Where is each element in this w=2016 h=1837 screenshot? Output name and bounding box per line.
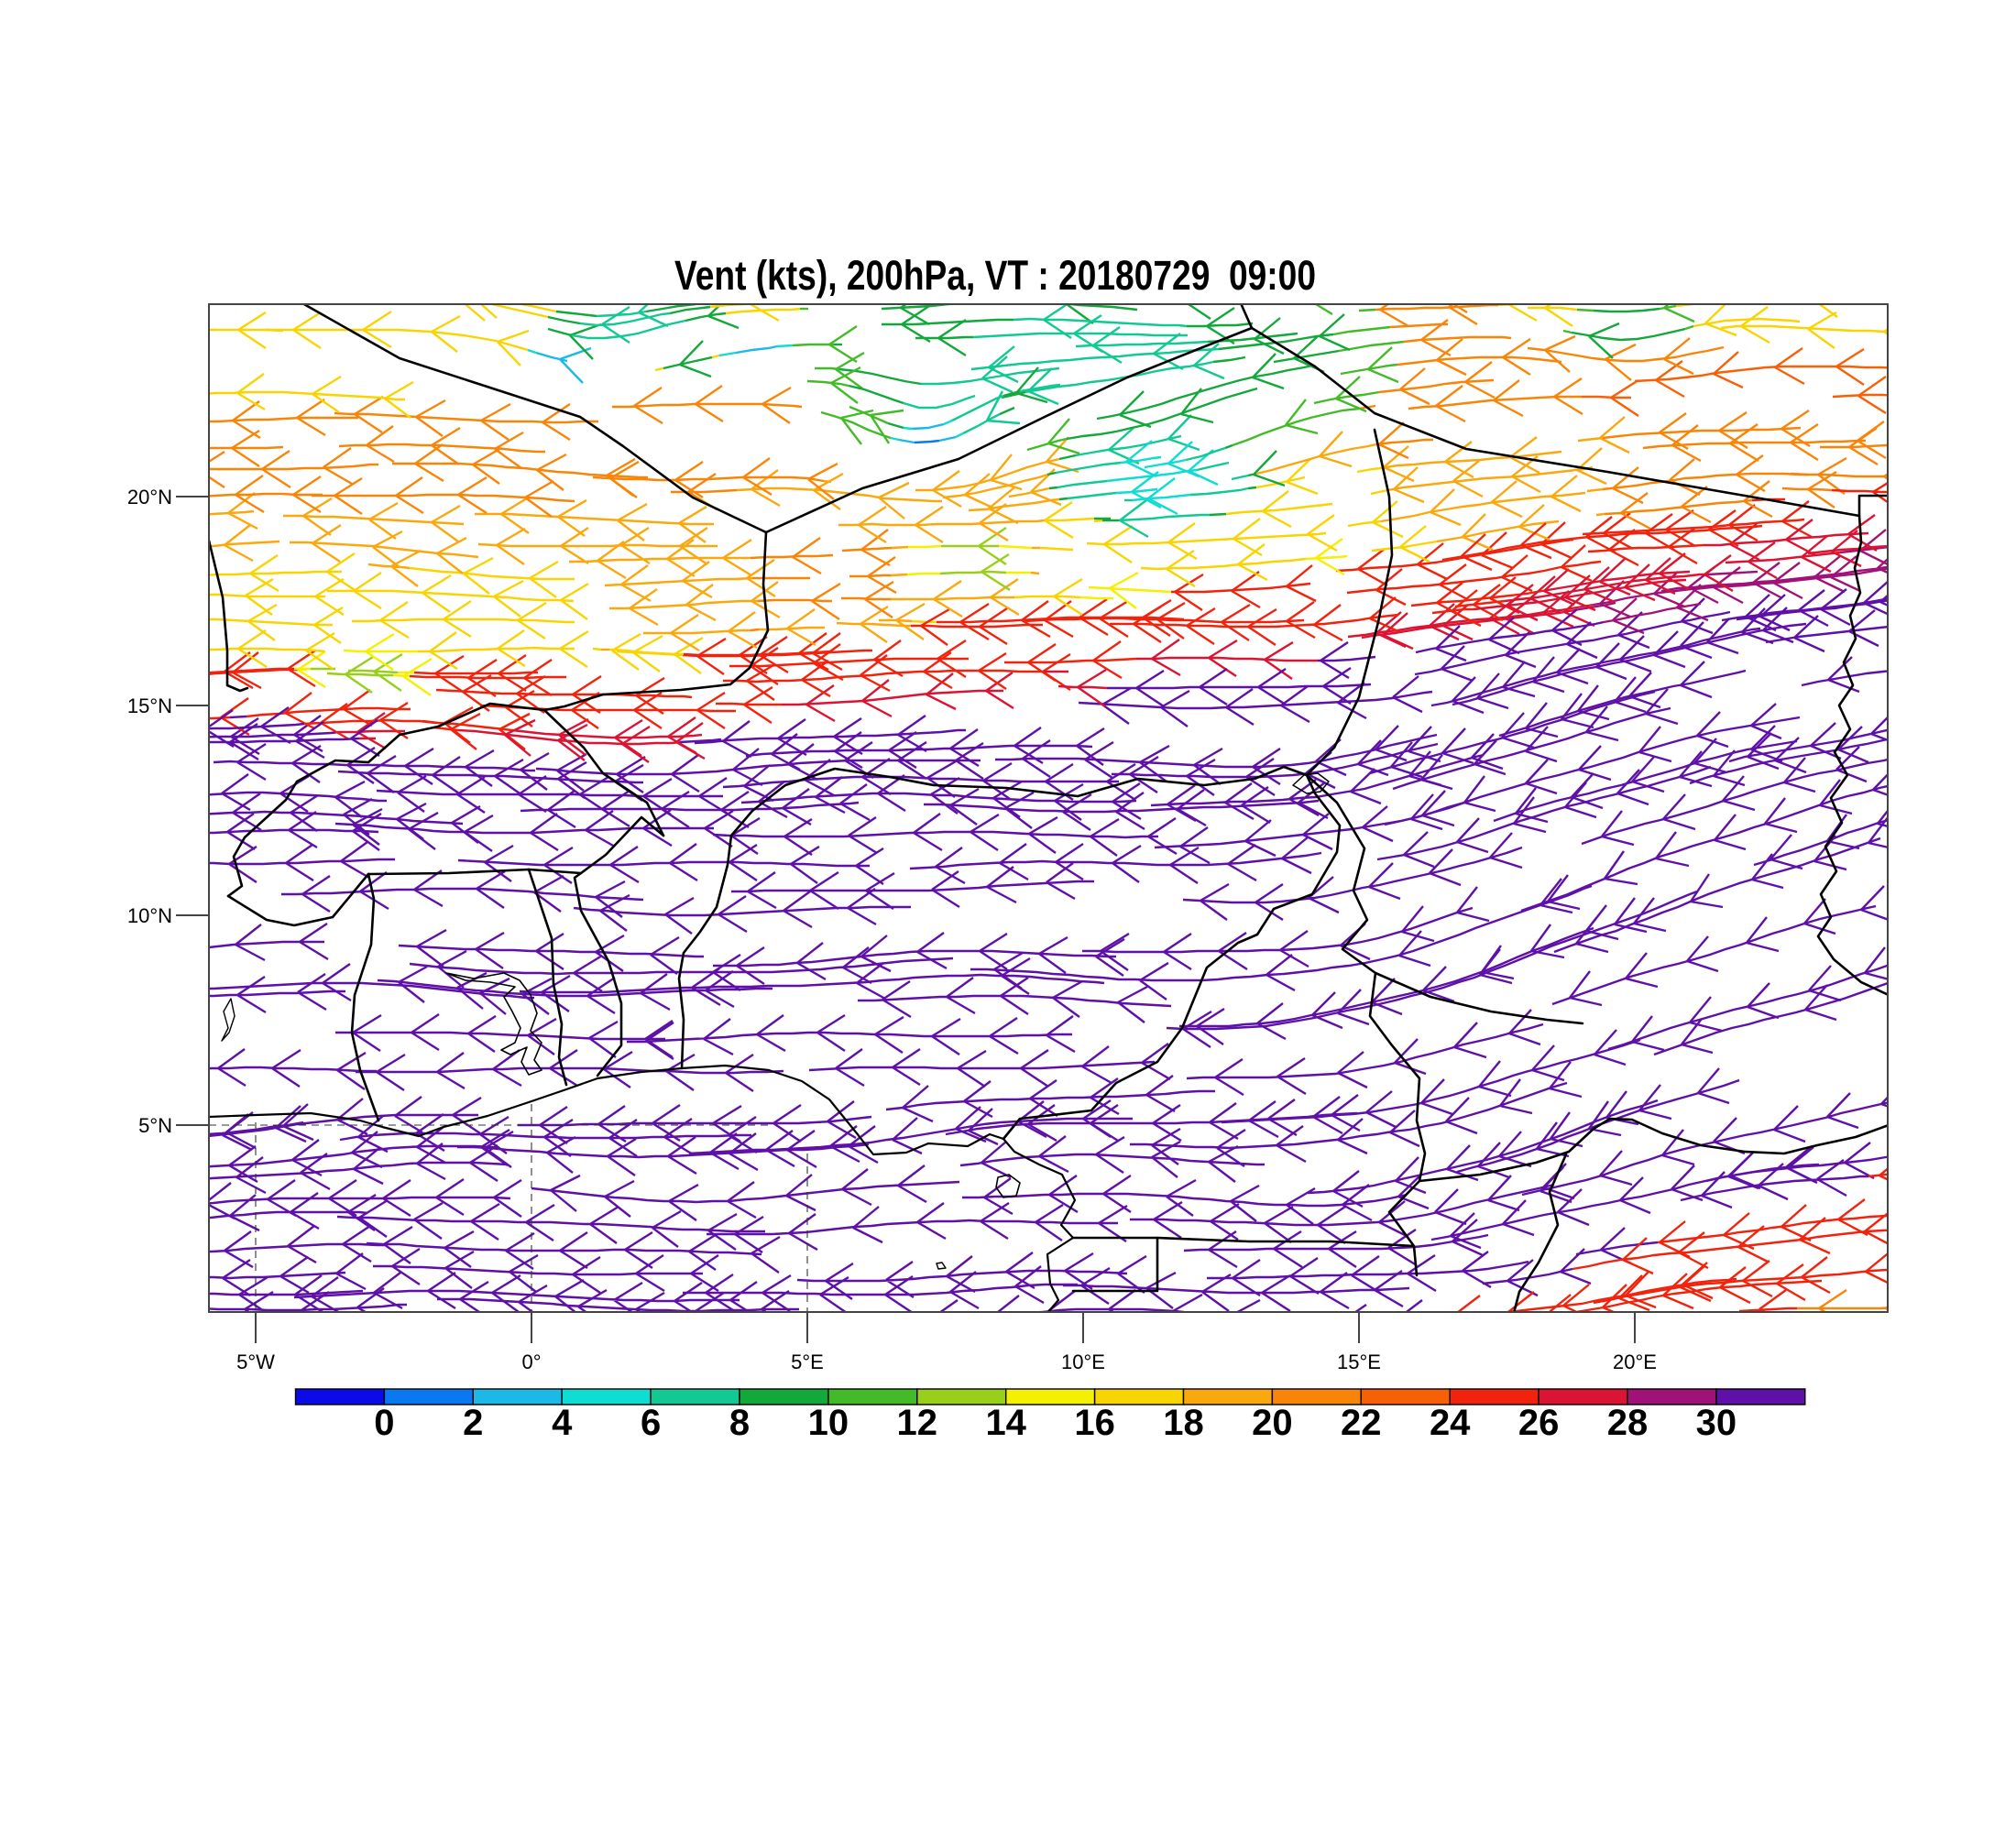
- svg-text:0°: 0°: [521, 1350, 541, 1373]
- svg-text:14: 14: [985, 1403, 1026, 1443]
- svg-text:8: 8: [729, 1403, 750, 1443]
- svg-text:5°W: 5°W: [236, 1350, 275, 1373]
- svg-text:16: 16: [1074, 1403, 1115, 1443]
- svg-text:0: 0: [374, 1403, 394, 1443]
- svg-text:Vent (kts), 200hPa, VT : 20180: Vent (kts), 200hPa, VT : 20180729 09:00: [674, 252, 1316, 299]
- svg-text:20: 20: [1252, 1403, 1293, 1443]
- svg-text:22: 22: [1341, 1403, 1382, 1443]
- svg-text:6: 6: [641, 1403, 661, 1443]
- svg-text:24: 24: [1430, 1403, 1471, 1443]
- svg-text:10°E: 10°E: [1061, 1350, 1105, 1373]
- svg-text:12: 12: [897, 1403, 938, 1443]
- svg-text:20°E: 20°E: [1613, 1350, 1657, 1373]
- svg-text:18: 18: [1163, 1403, 1204, 1443]
- svg-text:15°N: 15°N: [127, 694, 172, 717]
- svg-text:20°N: 20°N: [127, 486, 172, 508]
- svg-text:4: 4: [552, 1403, 573, 1443]
- svg-text:5°E: 5°E: [791, 1350, 824, 1373]
- svg-text:28: 28: [1607, 1403, 1649, 1443]
- svg-text:15°E: 15°E: [1337, 1350, 1381, 1373]
- svg-text:2: 2: [463, 1403, 483, 1443]
- svg-text:10°N: 10°N: [127, 904, 172, 927]
- svg-text:30: 30: [1696, 1403, 1737, 1443]
- svg-text:5°N: 5°N: [138, 1114, 172, 1137]
- svg-text:10: 10: [808, 1403, 849, 1443]
- svg-text:26: 26: [1518, 1403, 1560, 1443]
